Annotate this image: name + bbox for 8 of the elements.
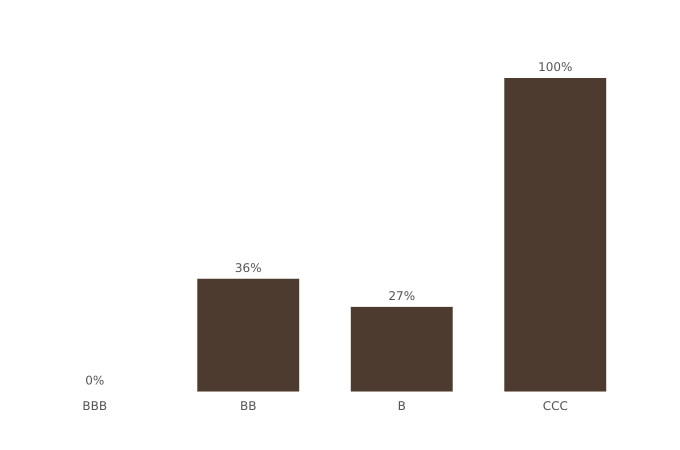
- data-label: 27%: [388, 289, 416, 304]
- data-label: 100%: [538, 60, 572, 74]
- x-tick-label: B: [398, 398, 406, 413]
- x-tick-label: BBB: [82, 398, 108, 413]
- data-label: 0%: [85, 374, 104, 388]
- data-label: 36%: [234, 260, 262, 275]
- x-tick-label: CCC: [542, 398, 568, 413]
- x-tick-label: BB: [240, 398, 256, 413]
